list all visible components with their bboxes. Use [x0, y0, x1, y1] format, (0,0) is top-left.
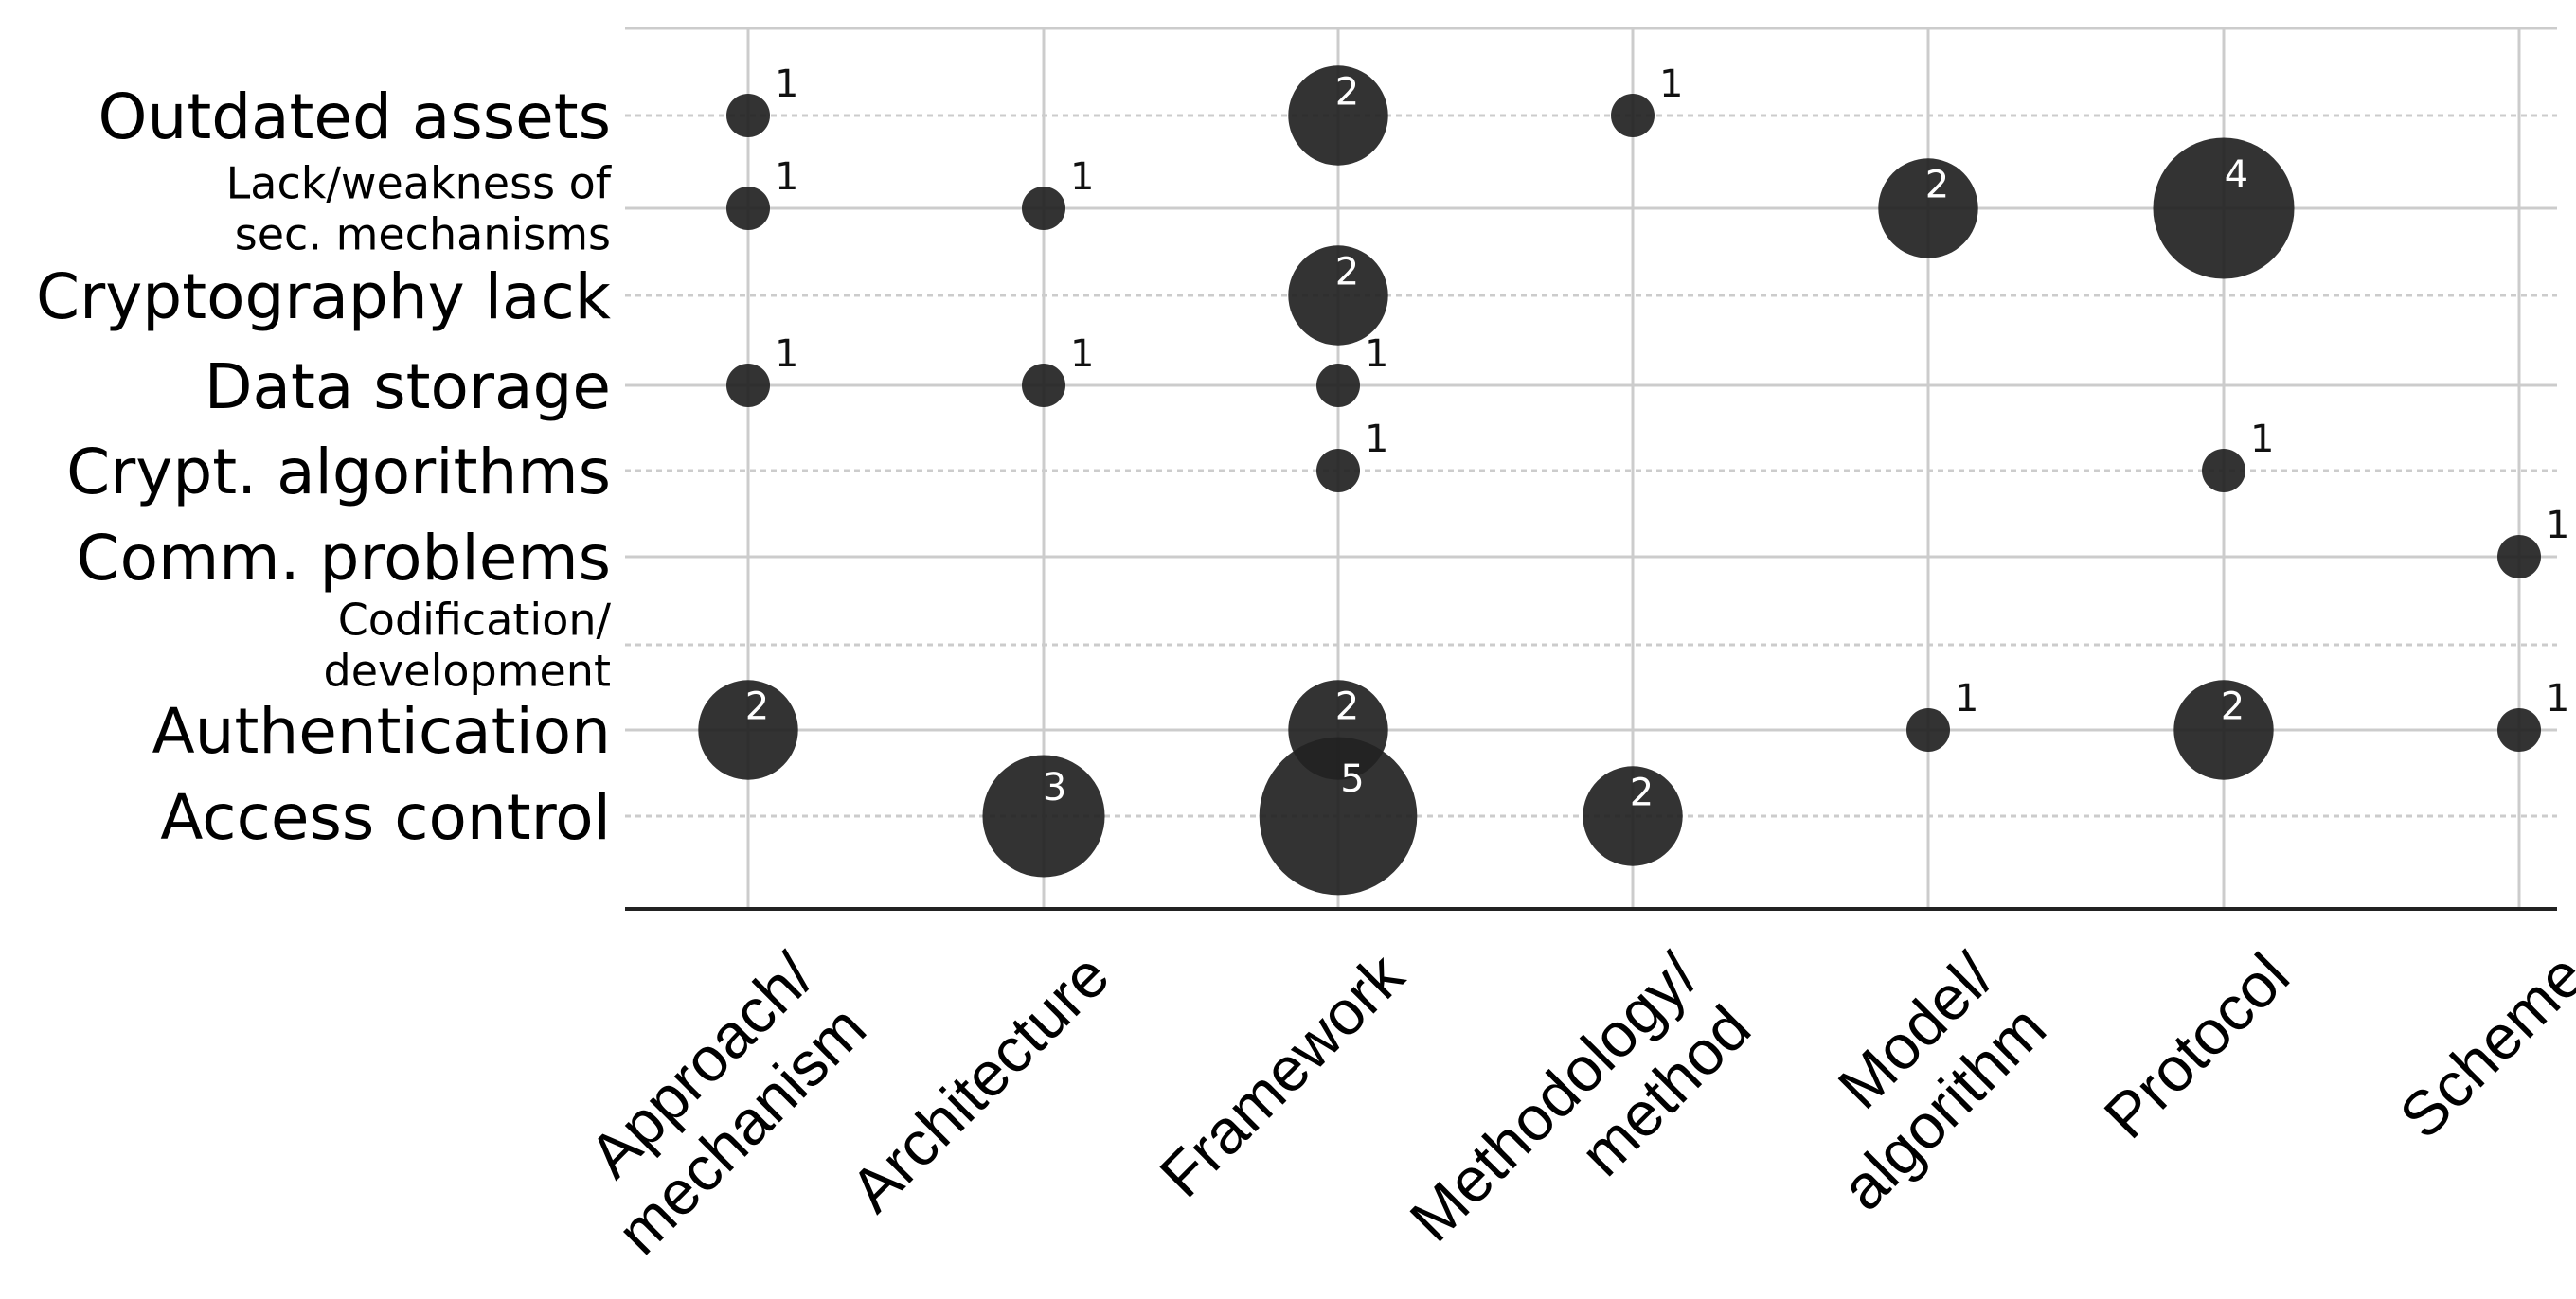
- x-label-model-algorithm: Model/algorithm: [1776, 939, 2060, 1223]
- bubble-approach-mechanism-data-storage-label: 1: [775, 332, 798, 376]
- bubble-protocol-authentication-label: 2: [2221, 685, 2245, 729]
- bubble-architecture-access-control-label: 3: [1043, 766, 1066, 810]
- x-label-methodology-method: Methodology/method: [1396, 939, 1763, 1299]
- x-label-scheme: Scheme: [2386, 940, 2576, 1152]
- bubble-protocol-lack-weakness-of-sec-mechanisms: [2153, 137, 2295, 279]
- x-label-protocol: Protocol: [2090, 940, 2302, 1152]
- bubble-scheme-comm-problems: [2497, 535, 2541, 578]
- bubble-approach-mechanism-outdated-assets: [726, 94, 770, 137]
- x-label-framework: Framework: [1146, 939, 1417, 1210]
- bubble-methodology-method-outdated-assets-label: 1: [1659, 62, 1683, 106]
- y-label-cryptography-lack: Cryptography lack: [36, 260, 612, 333]
- bubble-framework-cryptography-lack: [1288, 245, 1388, 346]
- bubble-methodology-method-access-control: [1583, 766, 1683, 866]
- bubble-model-algorithm-authentication-label: 1: [1955, 677, 1978, 721]
- bubble-approach-mechanism-authentication: [698, 680, 798, 780]
- bubble-framework-access-control: [1259, 737, 1418, 896]
- bubble-approach-mechanism-data-storage: [726, 364, 770, 407]
- bubble-protocol-lack-weakness-of-sec-mechanisms-label: 4: [2225, 153, 2248, 197]
- bubble-architecture-data-storage-label: 1: [1070, 332, 1094, 376]
- bubble-architecture-lack-weakness-of-sec-mechanisms-label: 1: [1070, 155, 1094, 199]
- bubble-architecture-access-control: [982, 755, 1105, 878]
- bubble-framework-outdated-assets: [1288, 65, 1388, 166]
- bubble-model-algorithm-lack-weakness-of-sec-mechanisms: [1878, 158, 1978, 258]
- x-label-approach-mechanism: Approach/mechanism: [551, 939, 880, 1268]
- bubble-framework-cryptography-lack-label: 2: [1335, 251, 1359, 294]
- bubble-model-algorithm-authentication: [1906, 708, 1950, 752]
- bubble-scheme-authentication-label: 1: [2546, 677, 2569, 721]
- y-label-lack-weakness-of-sec-mechanisms: Lack/weakness of sec. mechanisms: [226, 158, 613, 260]
- bubble-model-algorithm-lack-weakness-of-sec-mechanisms-label: 2: [1925, 164, 1949, 207]
- y-label-crypt-algorithms: Crypt. algorithms: [66, 436, 611, 508]
- bubble-value-labels: 1 2 11 1 2 421 1 11 112 2 1 2 13 5 2: [745, 62, 2570, 815]
- bubble-approach-mechanism-lack-weakness-of-sec-mechanisms: [726, 187, 770, 230]
- bubble-framework-outdated-assets-label: 2: [1335, 71, 1359, 115]
- y-label-codification-development: Codification/development: [324, 595, 612, 697]
- x-label-architecture: Architecture: [837, 940, 1122, 1225]
- bubble-architecture-data-storage: [1022, 364, 1065, 407]
- y-label-outdated-assets: Outdated assets: [98, 80, 611, 153]
- bubble-scheme-authentication: [2497, 708, 2541, 752]
- bubble-architecture-lack-weakness-of-sec-mechanisms: [1022, 187, 1065, 230]
- bubble-scheme-comm-problems-label: 1: [2546, 504, 2569, 547]
- bubble-approach-mechanism-lack-weakness-of-sec-mechanisms-label: 1: [775, 155, 798, 199]
- bubble-methodology-method-access-control-label: 2: [1630, 772, 1654, 815]
- bubble-framework-data-storage-label: 1: [1365, 332, 1388, 376]
- bubble-protocol-crypt-algorithms: [2202, 449, 2245, 492]
- bubble-framework-crypt-algorithms: [1316, 449, 1360, 492]
- bubble-framework-access-control-label: 5: [1340, 757, 1364, 801]
- y-label-authentication: Authentication: [152, 695, 612, 768]
- y-label-data-storage: Data storage: [205, 350, 611, 423]
- bubble-framework-data-storage: [1316, 364, 1360, 407]
- bubble-protocol-crypt-algorithms-label: 1: [2250, 418, 2274, 461]
- bubble-methodology-method-outdated-assets: [1611, 94, 1655, 137]
- bubble-framework-crypt-algorithms-label: 1: [1365, 418, 1388, 461]
- bubbles: [698, 65, 2541, 896]
- y-label-access-control: Access control: [160, 781, 611, 854]
- y-label-comm-problems: Comm. problems: [77, 522, 611, 595]
- bubble-framework-authentication-label: 2: [1335, 685, 1359, 729]
- bubble-approach-mechanism-authentication-label: 2: [745, 685, 769, 729]
- bubble-protocol-authentication: [2174, 680, 2274, 780]
- bubble-approach-mechanism-outdated-assets-label: 1: [775, 62, 798, 106]
